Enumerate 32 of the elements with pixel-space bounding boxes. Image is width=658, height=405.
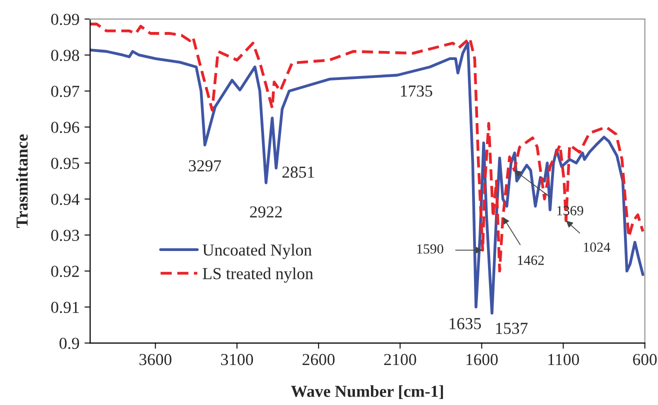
annotation: 2922 xyxy=(250,206,282,218)
annotation: 1462 xyxy=(518,256,544,265)
annotation: 2851 xyxy=(282,166,314,178)
y-tick-label: 0.98 xyxy=(51,50,80,62)
y-axis-title: Trasmittance xyxy=(16,134,28,228)
annotation: 1369 xyxy=(557,206,584,216)
y-tick-label: 0.95 xyxy=(51,158,80,170)
legend-label: Uncoated Nylon xyxy=(202,244,312,260)
y-tick-label: 0.9 xyxy=(60,338,80,350)
x-tick-label: 2100 xyxy=(384,354,416,366)
annotation: 3297 xyxy=(188,160,222,172)
x-tick-label: 1100 xyxy=(548,354,579,366)
y-tick-label: 0.91 xyxy=(51,302,79,314)
line-series xyxy=(90,42,644,315)
y-tick-label: 0.94 xyxy=(51,194,80,206)
y-tick-label: 0.96 xyxy=(51,122,80,134)
annotation: 1635 xyxy=(450,318,481,330)
annotation: 1735 xyxy=(401,85,432,97)
annotation: 1024 xyxy=(584,242,610,252)
y-tick-label: 0.99 xyxy=(51,14,80,26)
y-tick-label: 0.97 xyxy=(51,86,80,98)
x-tick-label: 3600 xyxy=(140,354,172,366)
y-tick-label: 0.92 xyxy=(51,266,79,278)
x-tick-label: 600 xyxy=(633,354,657,366)
y-tick-label: 0.93 xyxy=(51,230,80,242)
x-tick-label: 3100 xyxy=(221,354,254,366)
legend-label: LS treated nylon xyxy=(202,268,314,283)
annotation: 1537 xyxy=(496,322,528,334)
x-tick-label: 2600 xyxy=(302,354,335,366)
x-tick-label: 1600 xyxy=(466,354,498,366)
x-axis-title: Wave Number [cm-1] xyxy=(291,385,443,400)
annotation: 1590 xyxy=(417,244,444,254)
